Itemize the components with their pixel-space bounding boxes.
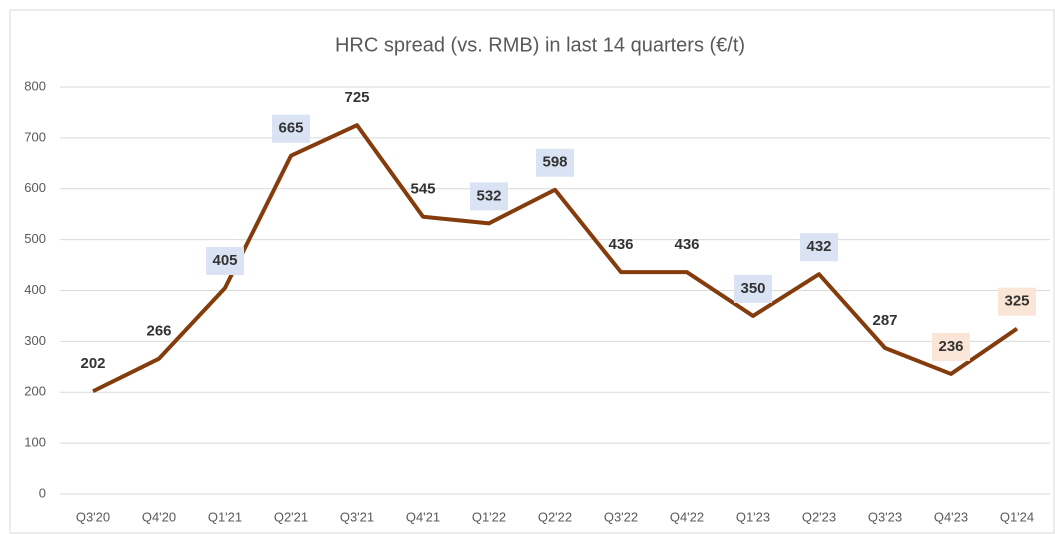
- y-tick-label: 200: [24, 384, 46, 399]
- x-tick-label: Q2'22: [538, 509, 572, 524]
- x-tick-label: Q1'22: [472, 509, 506, 524]
- label-background: [272, 114, 310, 143]
- x-tick-label: Q3'22: [604, 509, 638, 524]
- x-tick-label: Q1'21: [208, 509, 242, 524]
- label-background: [932, 332, 970, 361]
- y-tick-label: 0: [39, 485, 46, 500]
- x-tick-label: Q3'21: [340, 509, 374, 524]
- x-tick-label: Q4'21: [406, 509, 440, 524]
- data-label: 202: [80, 355, 105, 372]
- label-background: [800, 233, 838, 262]
- data-label: 725: [344, 89, 369, 106]
- label-background: [470, 182, 508, 211]
- x-tick-label: Q4'22: [670, 509, 704, 524]
- data-label: 325: [1004, 293, 1029, 310]
- data-label: 405: [212, 252, 237, 269]
- y-tick-label: 800: [24, 78, 46, 93]
- data-label: 236: [938, 338, 963, 355]
- data-label: 598: [542, 154, 567, 171]
- y-tick-label: 100: [24, 435, 46, 450]
- x-tick-label: Q2'23: [802, 509, 836, 524]
- chart-frame: [9, 9, 1055, 534]
- data-label: 287: [872, 312, 897, 329]
- label-background: [998, 287, 1036, 316]
- data-label: 432: [806, 238, 831, 255]
- x-tick-label: Q3'23: [868, 509, 902, 524]
- y-tick-label: 300: [24, 333, 46, 348]
- x-tick-label: Q2'21: [274, 509, 308, 524]
- data-label: 266: [146, 323, 171, 340]
- data-label: 532: [476, 187, 501, 204]
- x-tick-label: Q1'23: [736, 509, 770, 524]
- x-tick-label: Q4'23: [934, 509, 968, 524]
- y-tick-label: 700: [24, 129, 46, 144]
- y-tick-label: 600: [24, 180, 46, 195]
- data-line: [92, 123, 1019, 394]
- data-label: 436: [674, 236, 699, 253]
- chart-title: HRC spread (vs. RMB) in last 14 quarters…: [335, 34, 745, 56]
- x-tick-label: Q3'20: [76, 509, 110, 524]
- data-label: 436: [608, 236, 633, 253]
- data-label: 665: [278, 120, 303, 137]
- data-label: 350: [740, 280, 765, 297]
- y-tick-label: 500: [24, 231, 46, 246]
- label-background: [206, 246, 244, 275]
- data-label: 545: [410, 181, 435, 198]
- x-tick-label: Q1'24: [1000, 509, 1034, 524]
- label-background: [734, 274, 772, 303]
- label-background: [536, 148, 574, 177]
- x-tick-label: Q4'20: [142, 509, 176, 524]
- y-tick-label: 400: [24, 282, 46, 297]
